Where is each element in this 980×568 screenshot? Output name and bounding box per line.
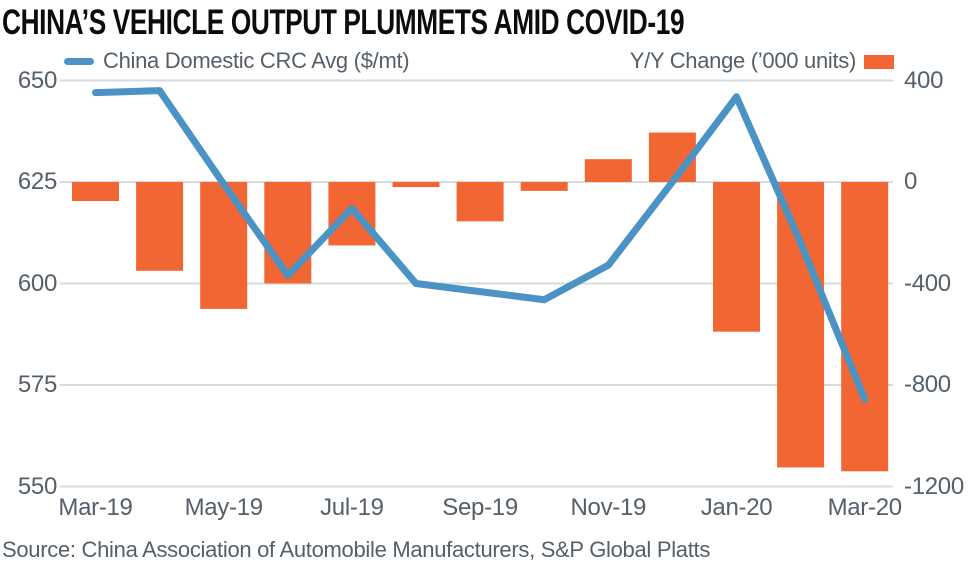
yy-change-bar — [392, 182, 440, 188]
legend-bar-swatch — [864, 55, 894, 69]
x-axis-tick: Mar-20 — [827, 494, 903, 521]
x-axis-tick: Sep-19 — [442, 494, 518, 521]
legend-line-swatch — [64, 58, 94, 65]
y-axis-tick-left: 550 — [17, 472, 57, 500]
y-axis-tick-right: -1200 — [904, 472, 964, 500]
x-axis-tick: Jan-20 — [700, 494, 773, 521]
yy-change-bar — [841, 182, 889, 472]
crc-avg-line — [92, 87, 869, 403]
y-axis-tick-left: 650 — [17, 66, 57, 94]
chart-title: CHINA’S VEHICLE OUTPUT PLUMMETS AMID COV… — [2, 3, 685, 42]
x-axis-tick: May-19 — [184, 494, 264, 521]
yy-change-bar — [584, 159, 632, 182]
yy-change-bar — [713, 182, 760, 332]
x-axis-tick: Jul-19 — [320, 494, 384, 521]
x-axis-tick: Nov-19 — [570, 494, 647, 521]
yy-change-bar — [520, 182, 568, 191]
y-axis-tick-left: 600 — [17, 269, 57, 297]
source-note: Source: China Association of Automobile … — [2, 537, 711, 562]
yy-change-bar — [777, 182, 825, 468]
y-axis-tick-left: 575 — [17, 371, 57, 398]
yy-change-bar — [456, 182, 504, 222]
yy-change-bar — [264, 182, 312, 284]
y-axis-tick-right: 400 — [904, 66, 944, 94]
yy-change-bar — [200, 182, 248, 309]
y-axis-tick-left: 625 — [17, 168, 57, 195]
x-axis-tick: Mar-19 — [58, 494, 133, 521]
yy-change-bar — [136, 182, 184, 271]
legend-bar-label: Y/Y Change (’000 units) — [629, 48, 857, 73]
legend-line-label: China Domestic CRC Avg ($/mt) — [103, 48, 410, 73]
y-axis-tick-right: 0 — [904, 168, 918, 195]
y-axis-tick-right: -400 — [904, 269, 951, 297]
yy-change-bar — [72, 182, 119, 202]
y-axis-tick-right: -800 — [904, 371, 951, 398]
